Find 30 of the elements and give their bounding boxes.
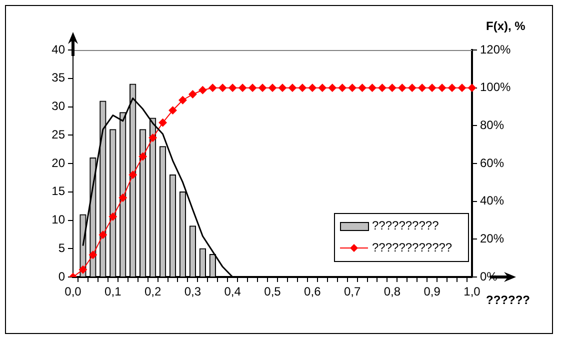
- x-tick-label: 0,4: [224, 284, 242, 299]
- y-tick-label: 25: [52, 127, 66, 142]
- y2-axis-title: F(x), %: [486, 19, 526, 33]
- y-tick-label: 0: [58, 269, 66, 284]
- x-tick-label: 0,9: [424, 284, 441, 299]
- x-tick-label: 0,5: [264, 284, 282, 299]
- x-tick-label: 0,6: [304, 284, 322, 299]
- y-tick-label: 5: [58, 240, 66, 255]
- x-tick-label: 0,3: [184, 284, 202, 299]
- y-tick-label: 40: [52, 42, 66, 56]
- y-tick-label: 20: [52, 156, 66, 170]
- y2-tick-label: 60%: [480, 156, 504, 170]
- x-tick-label: 0,7: [344, 284, 361, 299]
- legend-label: ????????????: [372, 240, 452, 254]
- y-tick-label: 15: [52, 184, 66, 198]
- y2-tick-label: 80%: [480, 118, 504, 132]
- x-tick-label: 0,2: [144, 284, 162, 299]
- y-tick-label: 30: [52, 99, 66, 114]
- y2-tick-label: 20%: [480, 231, 504, 246]
- x-tick-label: 0,8: [384, 284, 401, 299]
- x-tick-label: 0,0: [64, 284, 82, 299]
- y2-tick-label: 100%: [480, 80, 512, 94]
- x-axis-title: ??????: [486, 293, 530, 307]
- legend-label: ??????????: [372, 218, 440, 232]
- y-tick-label: 35: [52, 70, 66, 85]
- y2-tick-label: 40%: [480, 194, 504, 208]
- x-tick-label: 1,0: [464, 284, 481, 299]
- y2-tick-label: 120%: [480, 42, 512, 56]
- x-tick-label: 0,1: [104, 284, 122, 299]
- y-tick-label: 10: [52, 212, 66, 227]
